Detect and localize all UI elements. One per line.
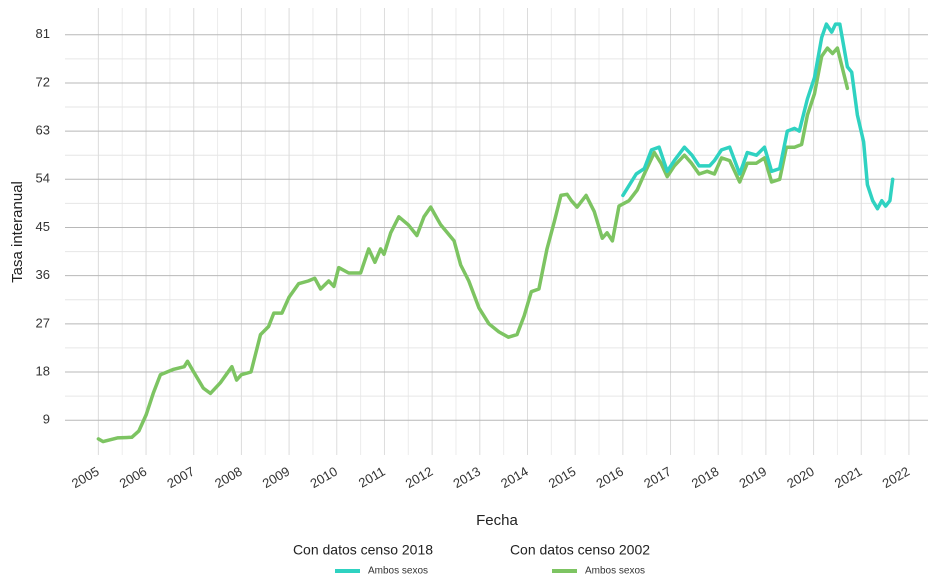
y-tick-label: 45 bbox=[36, 219, 50, 234]
x-tick-label: 2007 bbox=[164, 464, 197, 491]
legend-label: Ambos sexos bbox=[368, 566, 428, 577]
legend-title: Con datos censo 2002 bbox=[510, 542, 650, 558]
x-tick-label: 2005 bbox=[69, 464, 102, 491]
y-tick-label: 36 bbox=[36, 267, 50, 282]
x-tick-label: 2019 bbox=[737, 464, 770, 491]
x-tick-label: 2006 bbox=[117, 464, 150, 491]
x-tick-label: 2015 bbox=[546, 464, 579, 491]
x-tick-label: 2008 bbox=[212, 464, 245, 491]
x-tick-label: 2017 bbox=[641, 464, 674, 491]
line-series bbox=[96, 46, 850, 444]
x-tick-label: 2012 bbox=[403, 464, 436, 491]
y-tick-label: 63 bbox=[36, 123, 50, 138]
y-tick-label: 81 bbox=[36, 26, 50, 41]
x-tick-label: 2014 bbox=[498, 464, 531, 491]
legend-label: Ambos sexos bbox=[585, 566, 645, 577]
x-tick-label: 2013 bbox=[450, 464, 483, 491]
x-tick-label: 2010 bbox=[307, 464, 340, 491]
x-tick-label: 2021 bbox=[832, 464, 865, 491]
y-axis-title: Tasa interanual bbox=[9, 181, 26, 283]
x-tick-label: 2016 bbox=[594, 464, 627, 491]
x-axis-title: Fecha bbox=[476, 512, 518, 529]
y-tick-label: 9 bbox=[43, 412, 50, 427]
y-tick-label: 27 bbox=[36, 315, 50, 330]
x-tick-label: 2018 bbox=[689, 464, 722, 491]
x-tick-label: 2009 bbox=[260, 464, 293, 491]
x-tick-label: 2022 bbox=[880, 464, 913, 491]
legend-title: Con datos censo 2018 bbox=[293, 542, 433, 558]
y-tick-label: 54 bbox=[36, 171, 50, 186]
line-series bbox=[621, 22, 895, 211]
y-tick-label: 72 bbox=[36, 74, 50, 89]
y-tick-label: 18 bbox=[36, 363, 50, 378]
x-tick-label: 2020 bbox=[784, 464, 817, 491]
x-tick-label: 2011 bbox=[356, 464, 388, 491]
